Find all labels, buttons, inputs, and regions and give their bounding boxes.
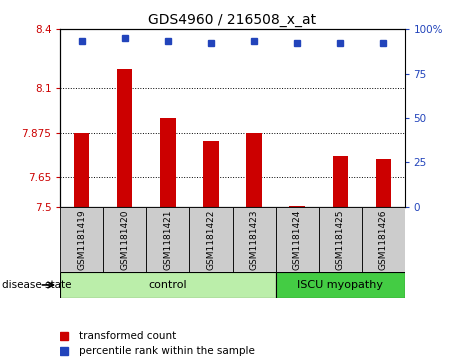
Bar xyxy=(246,133,261,207)
Bar xyxy=(190,207,232,272)
Bar xyxy=(60,272,275,298)
Bar xyxy=(376,159,391,207)
Bar xyxy=(74,133,89,207)
Title: GDS4960 / 216508_x_at: GDS4960 / 216508_x_at xyxy=(148,13,317,26)
Text: GSM1181423: GSM1181423 xyxy=(250,209,259,270)
Bar xyxy=(60,207,103,272)
Text: GSM1181424: GSM1181424 xyxy=(292,209,301,270)
Text: control: control xyxy=(149,280,187,290)
Text: GSM1181422: GSM1181422 xyxy=(206,209,215,270)
Text: percentile rank within the sample: percentile rank within the sample xyxy=(80,346,255,356)
Bar xyxy=(103,207,146,272)
Bar xyxy=(275,207,319,272)
Text: disease state: disease state xyxy=(2,280,72,290)
Text: GSM1181426: GSM1181426 xyxy=(379,209,387,270)
Text: GSM1181421: GSM1181421 xyxy=(164,209,173,270)
Bar xyxy=(204,141,219,207)
Bar xyxy=(232,207,275,272)
Text: GSM1181425: GSM1181425 xyxy=(336,209,345,270)
Text: GSM1181419: GSM1181419 xyxy=(78,209,86,270)
Bar xyxy=(332,155,347,207)
Bar xyxy=(319,207,362,272)
Bar xyxy=(275,272,405,298)
Text: transformed count: transformed count xyxy=(80,331,177,341)
Bar xyxy=(118,69,133,207)
Bar xyxy=(160,118,175,207)
Bar xyxy=(146,207,190,272)
Text: ISCU myopathy: ISCU myopathy xyxy=(297,280,383,290)
Bar xyxy=(290,206,305,207)
Bar xyxy=(362,207,405,272)
Text: GSM1181420: GSM1181420 xyxy=(120,209,129,270)
